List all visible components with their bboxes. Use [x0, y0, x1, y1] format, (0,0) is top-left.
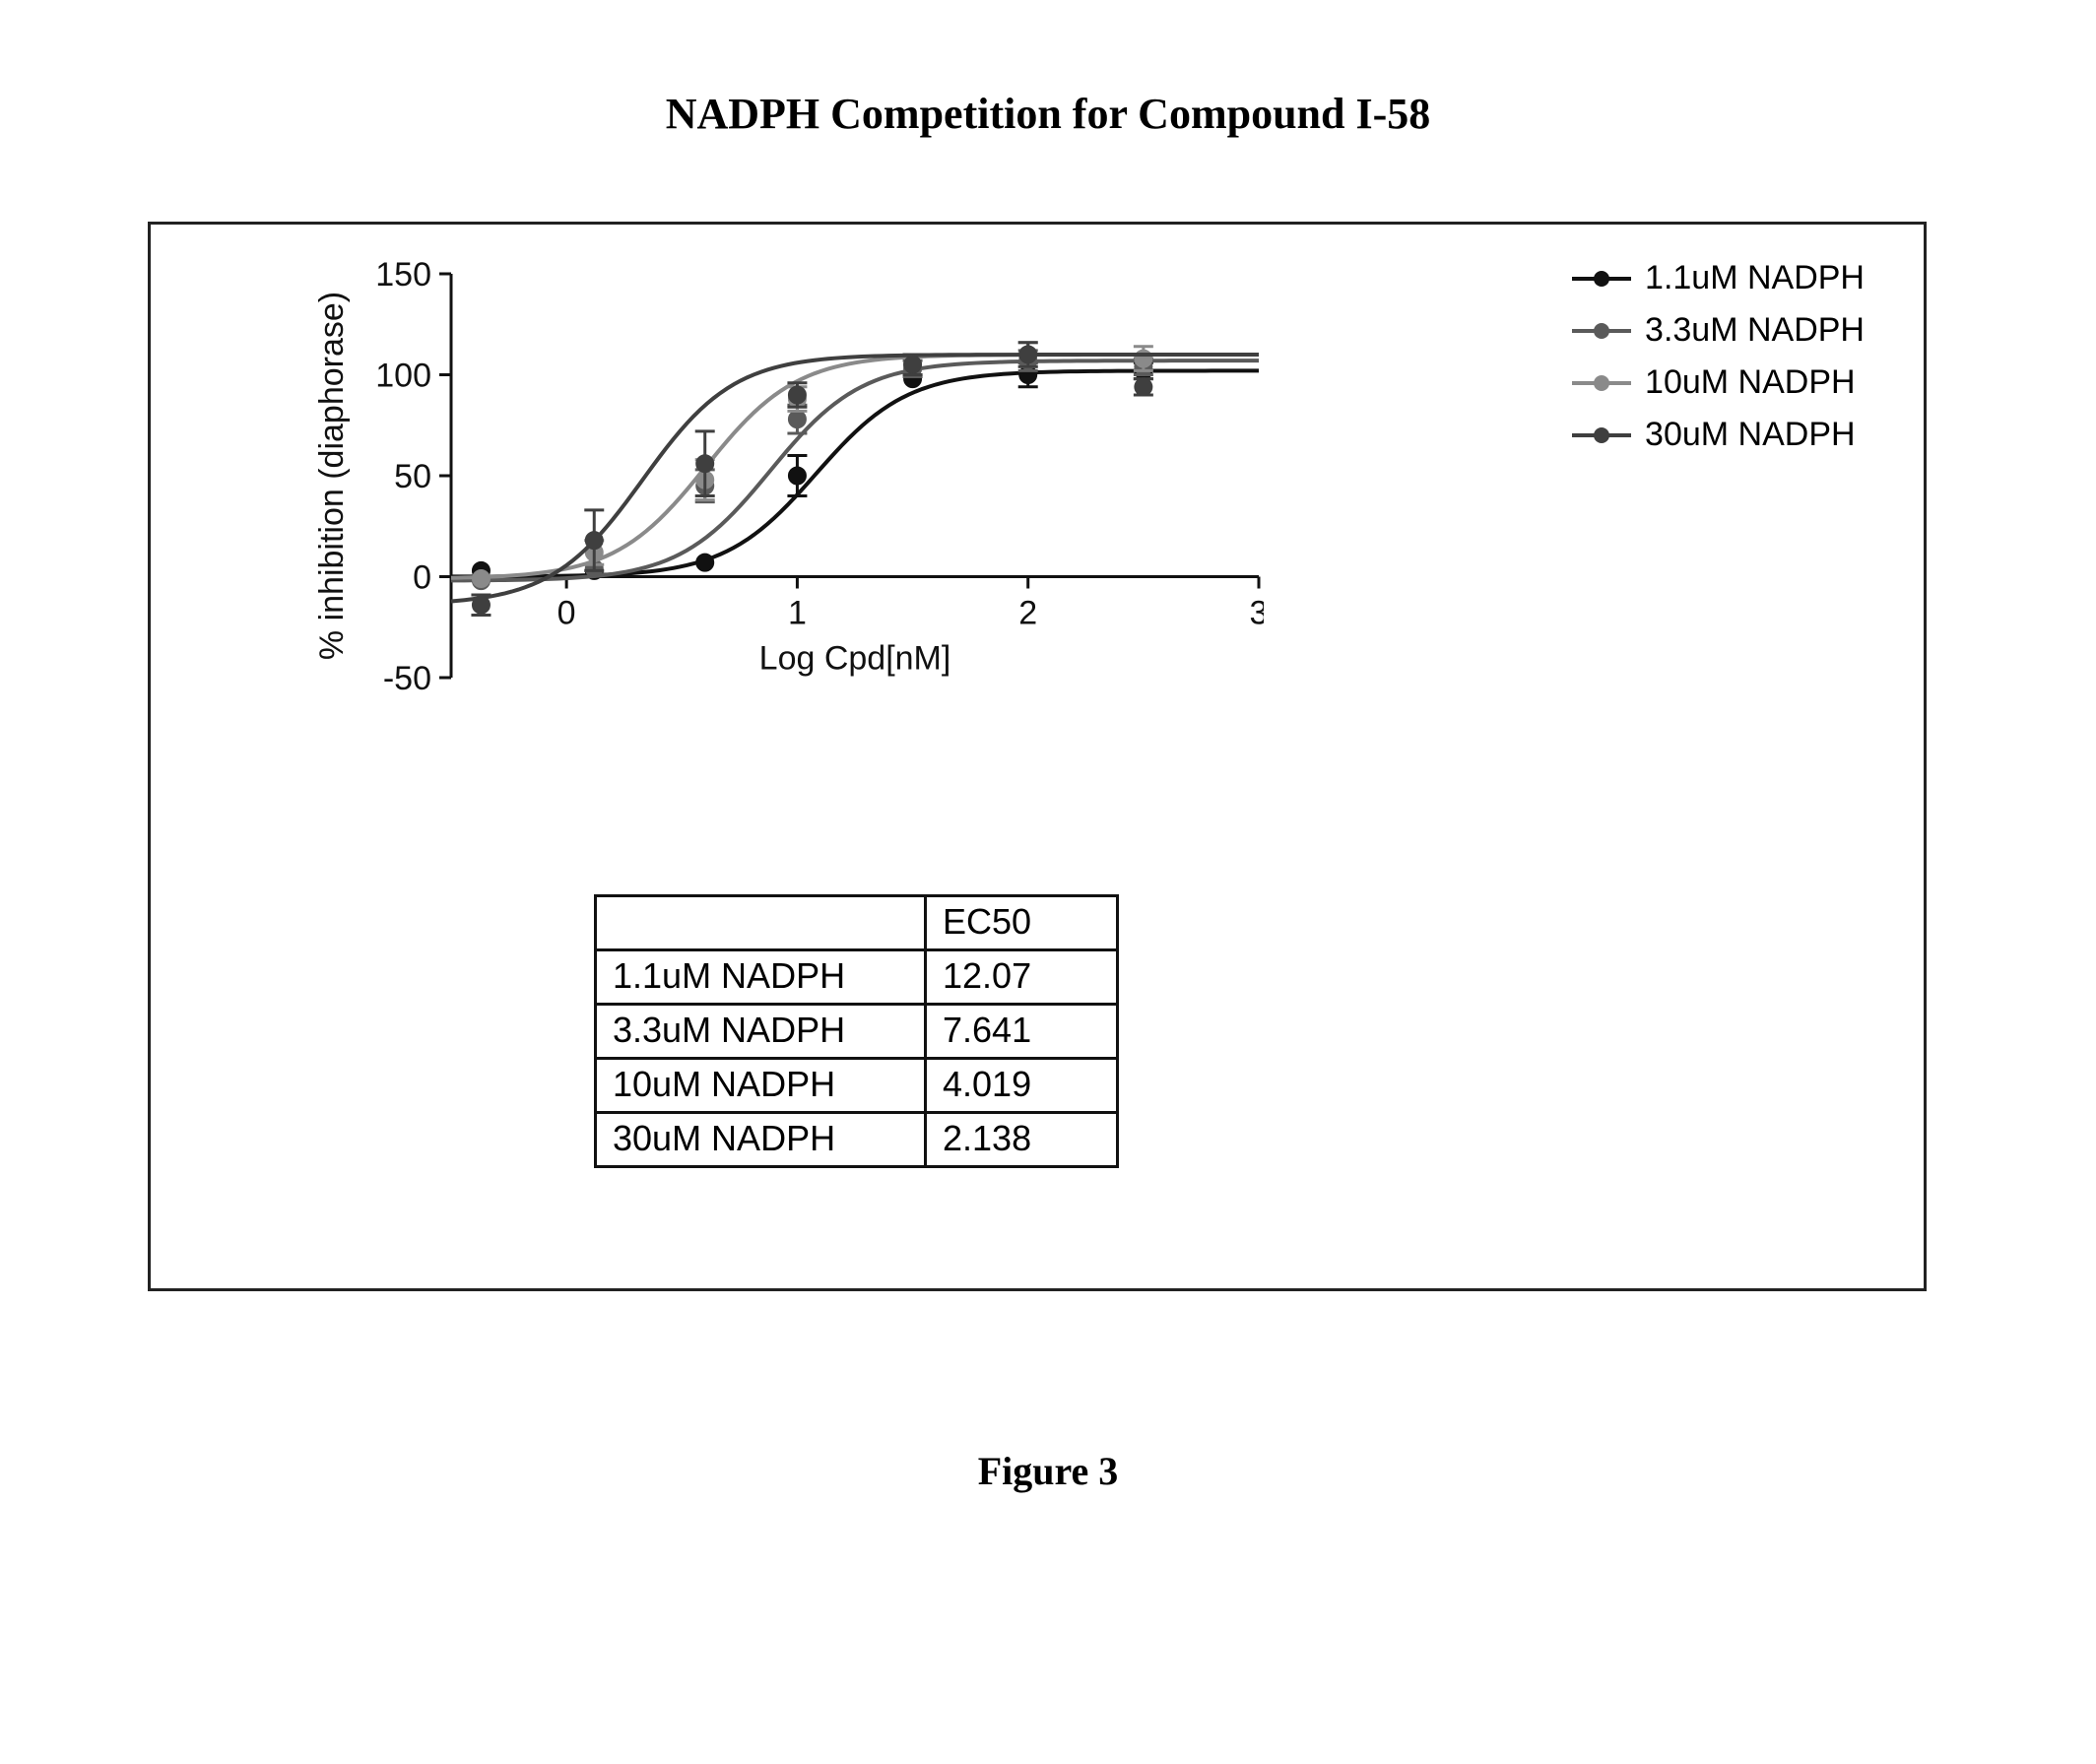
legend-label: 10uM NADPH	[1645, 363, 1856, 402]
data-point	[472, 596, 490, 614]
data-point	[1135, 378, 1152, 396]
svg-text:150: 150	[375, 256, 431, 294]
svg-text:100: 100	[375, 357, 431, 394]
table-cell: 7.641	[926, 1005, 1118, 1059]
page: NADPH Competition for Compound I-58 0 1 2 3…	[0, 0, 2096, 1764]
legend-marker-icon	[1572, 371, 1631, 395]
svg-text:3: 3	[1250, 595, 1264, 632]
svg-text:0: 0	[557, 595, 576, 632]
legend-item: 30uM NADPH	[1572, 416, 1865, 454]
table-cell: 1.1uM NADPH	[596, 950, 926, 1005]
svg-text:-50: -50	[383, 660, 431, 697]
data-point	[788, 411, 806, 428]
y-axis-label: % inhibition (diaphorase)	[313, 292, 351, 660]
table-cell: EC50	[926, 896, 1118, 950]
data-point	[1019, 346, 1037, 363]
legend-marker-icon	[1572, 424, 1631, 447]
legend-item: 3.3uM NADPH	[1572, 311, 1865, 350]
table-cell: 2.138	[926, 1113, 1118, 1167]
data-point	[788, 386, 806, 404]
figure-panel: 0 1 2 3 -50 0 50 100 150 Log Cpd[nM] % inhibition …	[148, 222, 1927, 1291]
table-row: 30uM NADPH2.138	[596, 1113, 1118, 1167]
series-curve	[451, 370, 1259, 576]
legend-label: 3.3uM NADPH	[1645, 311, 1865, 350]
legend-marker-icon	[1572, 267, 1631, 291]
table-cell: 3.3uM NADPH	[596, 1005, 926, 1059]
svg-text:2: 2	[1018, 595, 1037, 632]
ec50-table: EC501.1uM NADPH12.073.3uM NADPH7.64110uM…	[594, 894, 1119, 1168]
legend-item: 1.1uM NADPH	[1572, 259, 1865, 297]
data-point	[696, 554, 714, 571]
data-point	[904, 356, 922, 373]
legend-label: 30uM NADPH	[1645, 416, 1856, 454]
legend-item: 10uM NADPH	[1572, 363, 1865, 402]
x-axis-label: Log Cpd[nM]	[759, 640, 951, 678]
table-cell: 12.07	[926, 950, 1118, 1005]
chart-legend: 1.1uM NADPH 3.3uM NADPH 10uM NADPH 30uM NAD…	[1572, 259, 1865, 454]
data-point	[585, 532, 603, 550]
legend-marker-icon	[1572, 319, 1631, 343]
table-row: 3.3uM NADPH7.641	[596, 1005, 1118, 1059]
dose-response-chart: 0 1 2 3 -50 0 50 100 150 Log Cpd[nM] % inhibition …	[229, 234, 1264, 786]
table-cell: 30uM NADPH	[596, 1113, 926, 1167]
data-point	[472, 570, 490, 588]
page-title: NADPH Competition for Compound I-58	[0, 89, 2096, 139]
table-cell: 4.019	[926, 1059, 1118, 1113]
svg-text:0: 0	[413, 558, 431, 596]
legend-label: 1.1uM NADPH	[1645, 259, 1865, 297]
table-row: 1.1uM NADPH12.07	[596, 950, 1118, 1005]
table-cell: 10uM NADPH	[596, 1059, 926, 1113]
svg-text:1: 1	[788, 595, 807, 632]
table-cell	[596, 896, 926, 950]
data-point	[788, 467, 806, 485]
data-point	[696, 455, 714, 473]
table-row: 10uM NADPH4.019	[596, 1059, 1118, 1113]
svg-text:50: 50	[394, 458, 431, 495]
figure-caption: Figure 3	[0, 1448, 2096, 1494]
table-row: EC50	[596, 896, 1118, 950]
chart-container: 0 1 2 3 -50 0 50 100 150 Log Cpd[nM] % inhibition …	[229, 234, 1264, 791]
data-point	[1135, 350, 1152, 367]
